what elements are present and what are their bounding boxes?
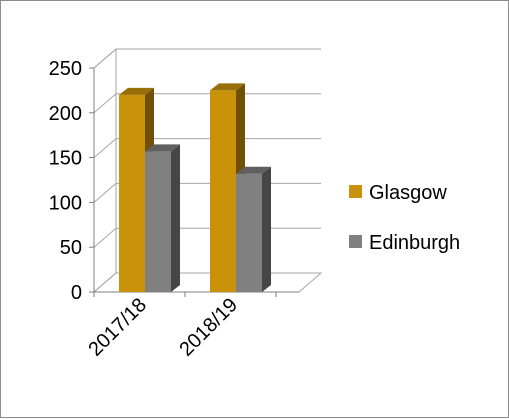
bar-top-face xyxy=(145,144,180,152)
y-tick-label: 250 xyxy=(49,58,82,80)
y-tick-label: 50 xyxy=(60,237,82,259)
legend-label: Glasgow xyxy=(369,182,447,204)
bar-top-face xyxy=(119,87,154,95)
bar-front-face xyxy=(145,151,171,292)
y-tick-label: 0 xyxy=(71,282,82,304)
x-category-label: 2017/18 xyxy=(84,294,151,361)
legend-swatch xyxy=(349,185,362,198)
x-category-label: 2018/19 xyxy=(175,294,242,361)
legend: Glasgow Edinburgh xyxy=(349,182,460,254)
gridline xyxy=(93,48,321,69)
y-tick-label: 150 xyxy=(49,148,82,170)
bar-side-face xyxy=(262,166,271,292)
bar xyxy=(236,166,271,292)
legend-swatch xyxy=(349,235,362,248)
bar-front-face xyxy=(210,90,236,293)
wall-top-edge xyxy=(93,48,117,69)
bar xyxy=(145,144,180,292)
bar-top-face xyxy=(236,166,271,174)
bar-front-face xyxy=(236,173,262,292)
legend-label: Edinburgh xyxy=(369,232,460,254)
bar-top-face xyxy=(210,83,245,91)
y-tick-label: 200 xyxy=(49,103,82,125)
bars xyxy=(119,83,271,293)
bar-front-face xyxy=(119,94,145,292)
y-tick-label: 100 xyxy=(49,192,82,214)
bar-side-face xyxy=(171,144,180,292)
